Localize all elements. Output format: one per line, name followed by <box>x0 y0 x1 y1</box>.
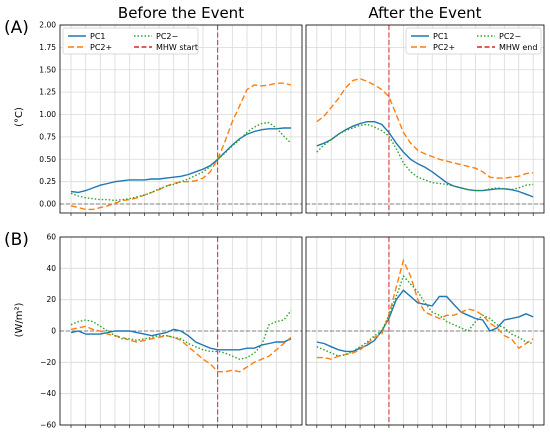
legend-box <box>62 27 199 55</box>
y-tick-label: 1.00 <box>39 110 56 119</box>
legend: PC1 PC2− PC2+ MHW end <box>405 27 542 55</box>
y-tick-label: 1.75 <box>39 43 56 52</box>
y-tick-label: 40 <box>46 264 56 273</box>
col-title-after: After the Event <box>368 4 481 22</box>
y-tick-label: 60 <box>46 233 56 242</box>
series-line-pc1 <box>70 328 292 351</box>
series-line-pc2plus <box>70 82 292 211</box>
legend-label: MHW start <box>156 43 198 52</box>
panel-A-after: PC1 PC2− PC2+ MHW end <box>305 24 545 216</box>
series-line-pc2plus <box>70 325 292 373</box>
y-tick-label: 1.25 <box>39 88 56 97</box>
row-label-b: (B) <box>4 230 29 250</box>
ylabel-a: (°C) <box>14 107 25 127</box>
series-line-pc2plus <box>316 258 534 360</box>
plot-frame <box>59 236 303 426</box>
legend-label: PC1 <box>433 32 449 41</box>
series-line-pc2plus <box>316 77 534 179</box>
row-label-a: (A) <box>4 18 29 38</box>
plot-frame <box>305 24 545 214</box>
y-tick-label: 2.00 <box>39 21 56 30</box>
legend-label: PC2+ <box>90 43 112 52</box>
y-tick-label: −20 <box>40 358 56 367</box>
legend-label: PC2− <box>156 32 178 41</box>
y-tick-label: 0.00 <box>39 200 56 209</box>
panel-B-after <box>305 236 545 428</box>
series-line-pc2minus <box>316 274 534 357</box>
y-tick-label: 20 <box>46 295 56 304</box>
ylabel-b: (W/m²) <box>14 302 25 337</box>
plot-frame <box>305 236 545 426</box>
y-tick-label: −40 <box>40 389 56 398</box>
series-line-pc1 <box>70 127 291 194</box>
col-title-before: Before the Event <box>118 4 244 22</box>
y-tick-label: 0.50 <box>39 155 56 164</box>
legend-label: PC2+ <box>433 43 455 52</box>
series-line-pc2minus <box>316 123 534 192</box>
panel-B-before: −60 −40 −20 0 20 40 60 <box>40 233 303 430</box>
legend-label: PC1 <box>90 32 106 41</box>
series-line-pc2minus <box>70 121 292 202</box>
plot-frame <box>59 24 303 214</box>
y-tick-label: 0.25 <box>39 177 56 186</box>
series-line-pc1 <box>316 120 534 198</box>
y-tick-label: 0.75 <box>39 132 56 141</box>
legend: PC1 PC2− PC2+ MHW start <box>62 27 199 55</box>
y-tick-label: 1.50 <box>39 65 56 74</box>
y-tick-label: 0 <box>51 327 56 336</box>
y-tick-label: −60 <box>40 421 56 430</box>
series-line-pc2minus <box>70 310 292 360</box>
legend-label: PC2− <box>499 32 521 41</box>
legend-box <box>405 27 542 55</box>
legend-label: MHW end <box>499 43 537 52</box>
